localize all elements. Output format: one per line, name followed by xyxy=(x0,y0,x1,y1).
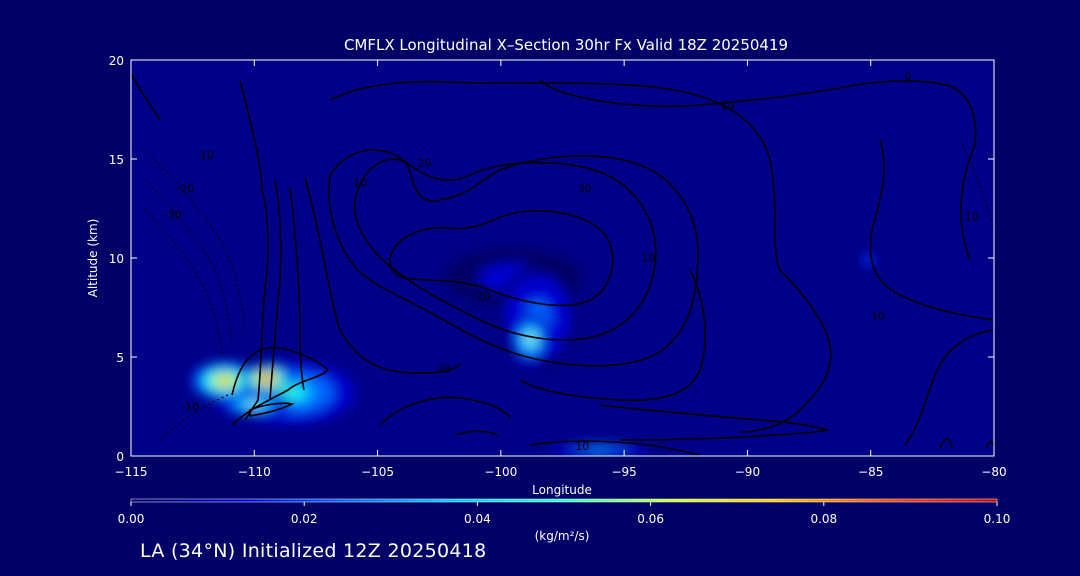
x-axis-label: Longitude xyxy=(532,483,592,497)
y-axis-label: Altitude (km) xyxy=(86,219,100,298)
contour-labels: -10 -20 -30 -10 10 20 30 10 10 10 10 20 20 10 0 xyxy=(164,70,979,453)
contour-line xyxy=(869,139,994,321)
contour-line xyxy=(131,72,161,121)
flux-cell xyxy=(280,387,302,398)
x-tick-label: −95 xyxy=(611,465,636,479)
contour-line xyxy=(249,402,295,417)
x-tick-label: −80 xyxy=(981,465,1006,479)
x-tick-label: −90 xyxy=(735,465,760,479)
colorbar-tick-label: 0.10 xyxy=(984,512,1011,526)
contour-line xyxy=(985,440,994,449)
contour-label: -20 xyxy=(176,183,194,196)
colorbar-units: (kg/m²/s) xyxy=(535,529,590,543)
contour-label: 10 xyxy=(575,440,589,453)
flux-cell xyxy=(262,376,271,382)
contour-lines xyxy=(131,72,994,456)
x-tick-label: −105 xyxy=(361,465,394,479)
contour-line xyxy=(144,149,246,331)
contour-line xyxy=(144,179,233,346)
contour-label: 20 xyxy=(437,363,451,376)
contour-label: 10 xyxy=(721,100,735,113)
contour-line xyxy=(769,159,781,271)
contour-label: 10 xyxy=(353,177,367,190)
x-axis: −115 −110 −105 −100 −95 −90 −85 −80 xyxy=(115,60,1007,479)
contour-line xyxy=(454,430,499,437)
contour-line xyxy=(739,269,832,433)
contour-label: 10 xyxy=(965,210,979,223)
caption: LA (34°N) Initialized 12Z 20250418 xyxy=(140,540,487,562)
flux-cell xyxy=(866,258,871,262)
x-tick-label: −115 xyxy=(115,465,148,479)
contour-line xyxy=(379,396,511,426)
contour-line xyxy=(529,440,701,456)
contour-line xyxy=(354,158,657,341)
colorbar-tick-label: 0.06 xyxy=(637,512,664,526)
y-tick-label: 20 xyxy=(109,54,124,68)
contour-label: 0 xyxy=(904,70,911,83)
contour-label: 20 xyxy=(477,290,491,303)
flux-cell xyxy=(589,448,610,452)
contour-line xyxy=(960,144,976,261)
x-tick-label: −85 xyxy=(858,465,883,479)
contour-line xyxy=(289,187,305,391)
y-axis: 0 5 10 15 20 xyxy=(109,54,994,464)
contour-label: 10 xyxy=(642,252,656,265)
contour-line xyxy=(904,329,994,446)
flux-cell xyxy=(218,377,231,385)
contour-line xyxy=(144,209,223,356)
contour-line xyxy=(231,346,330,426)
colorbar-tick-label: 0.02 xyxy=(291,512,318,526)
colorbar-tick-label: 0.04 xyxy=(464,512,491,526)
contour-line xyxy=(539,79,977,146)
contour-line xyxy=(959,139,994,226)
contour-line xyxy=(239,79,269,421)
colorbar-ticks: 0.00 0.02 0.04 0.06 0.08 0.10 xyxy=(118,502,1011,526)
contour-line xyxy=(389,210,614,307)
contour-label: -10 xyxy=(196,149,214,162)
contour-line xyxy=(939,438,953,449)
contour-line xyxy=(329,80,771,161)
contour-line xyxy=(519,269,706,402)
colorbar xyxy=(130,498,998,503)
contour-label: 10 xyxy=(871,309,885,322)
contour-line xyxy=(304,177,461,374)
contour-line xyxy=(269,179,282,401)
x-tick-label: −100 xyxy=(484,465,517,479)
y-tick-label: 15 xyxy=(109,153,124,167)
y-tick-label: 5 xyxy=(116,351,124,365)
contour-label: -30 xyxy=(164,208,182,221)
chart-title: CMFLX Longitudinal X–Section 30hr Fx Val… xyxy=(344,36,788,54)
y-tick-label: 0 xyxy=(116,450,124,464)
contour-line xyxy=(599,404,829,441)
contour-line xyxy=(328,149,699,367)
contour-label: -10 xyxy=(181,400,199,413)
y-tick-label: 10 xyxy=(109,252,124,266)
contour-label: 30 xyxy=(578,183,592,196)
x-tick-label: −110 xyxy=(238,465,271,479)
colorbar-tick-label: 0.00 xyxy=(118,512,145,526)
colorbar-tick-label: 0.08 xyxy=(810,512,837,526)
contour-label: 20 xyxy=(417,157,431,170)
flux-field xyxy=(190,248,881,456)
